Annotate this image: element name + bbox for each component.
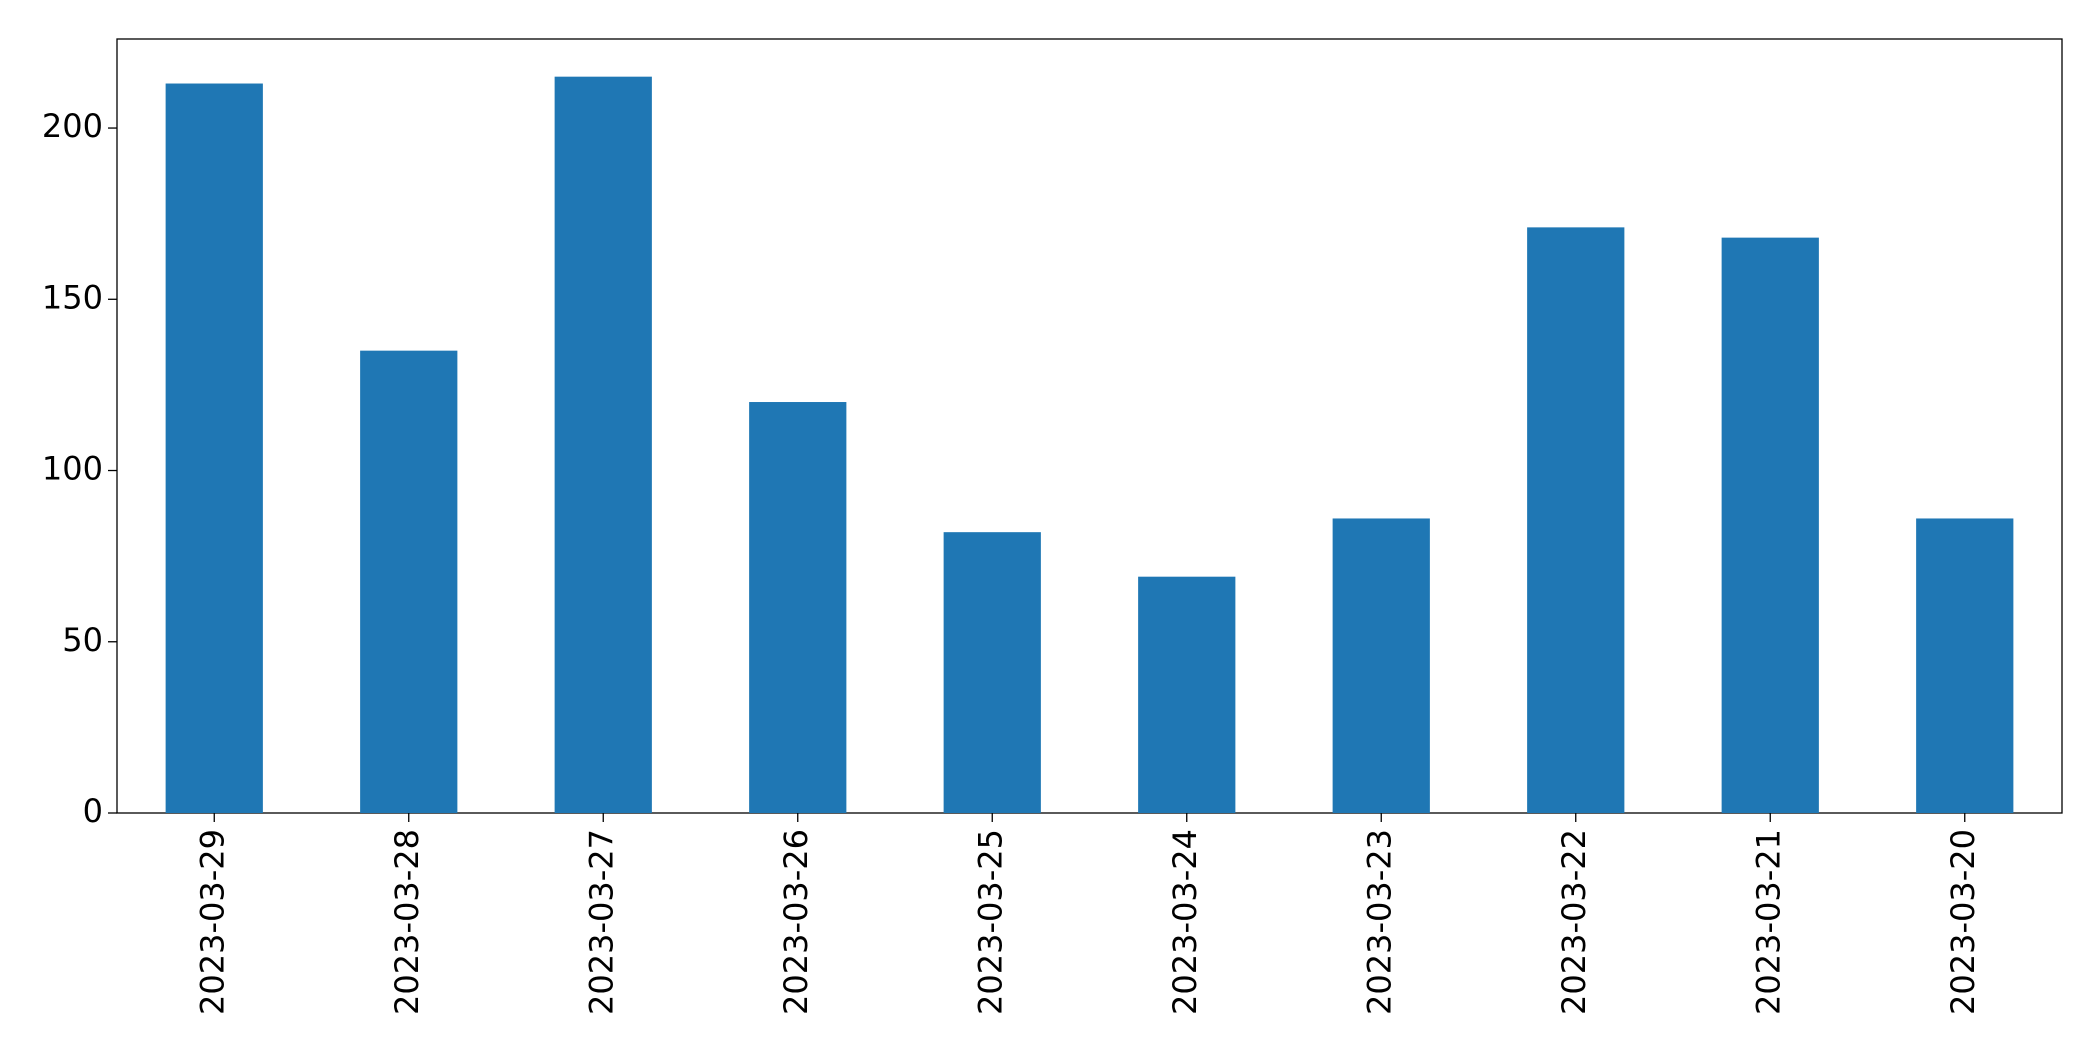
y-tick-label: 150 xyxy=(42,278,103,316)
bar xyxy=(1138,576,1236,813)
y-tick-label: 50 xyxy=(62,621,103,659)
x-tick-label: 2023-03-25 xyxy=(971,829,1009,1015)
bar xyxy=(943,532,1041,813)
y-tick-label: 100 xyxy=(42,450,103,488)
bar xyxy=(1916,518,2014,813)
bar xyxy=(1721,237,1819,814)
x-tick-label: 2023-03-28 xyxy=(388,829,426,1015)
bar xyxy=(1332,518,1430,813)
x-tick-label: 2023-03-21 xyxy=(1749,829,1787,1015)
x-tick-label: 2023-03-20 xyxy=(1944,829,1982,1015)
plot-frame xyxy=(116,38,2063,814)
bar xyxy=(165,83,263,814)
bar xyxy=(749,402,847,813)
x-tick-label: 2023-03-24 xyxy=(1166,829,1204,1015)
x-tick-label: 2023-03-23 xyxy=(1360,829,1398,1015)
x-tick-label: 2023-03-27 xyxy=(582,829,620,1015)
x-tick-label: 2023-03-26 xyxy=(777,829,815,1015)
y-tick-label: 0 xyxy=(83,792,103,830)
y-tick-label: 200 xyxy=(42,107,103,145)
bar xyxy=(554,76,652,814)
bar xyxy=(360,350,458,813)
x-tick-label: 2023-03-22 xyxy=(1555,829,1593,1015)
bar xyxy=(1527,227,1625,813)
x-tick-label: 2023-03-29 xyxy=(193,829,231,1015)
